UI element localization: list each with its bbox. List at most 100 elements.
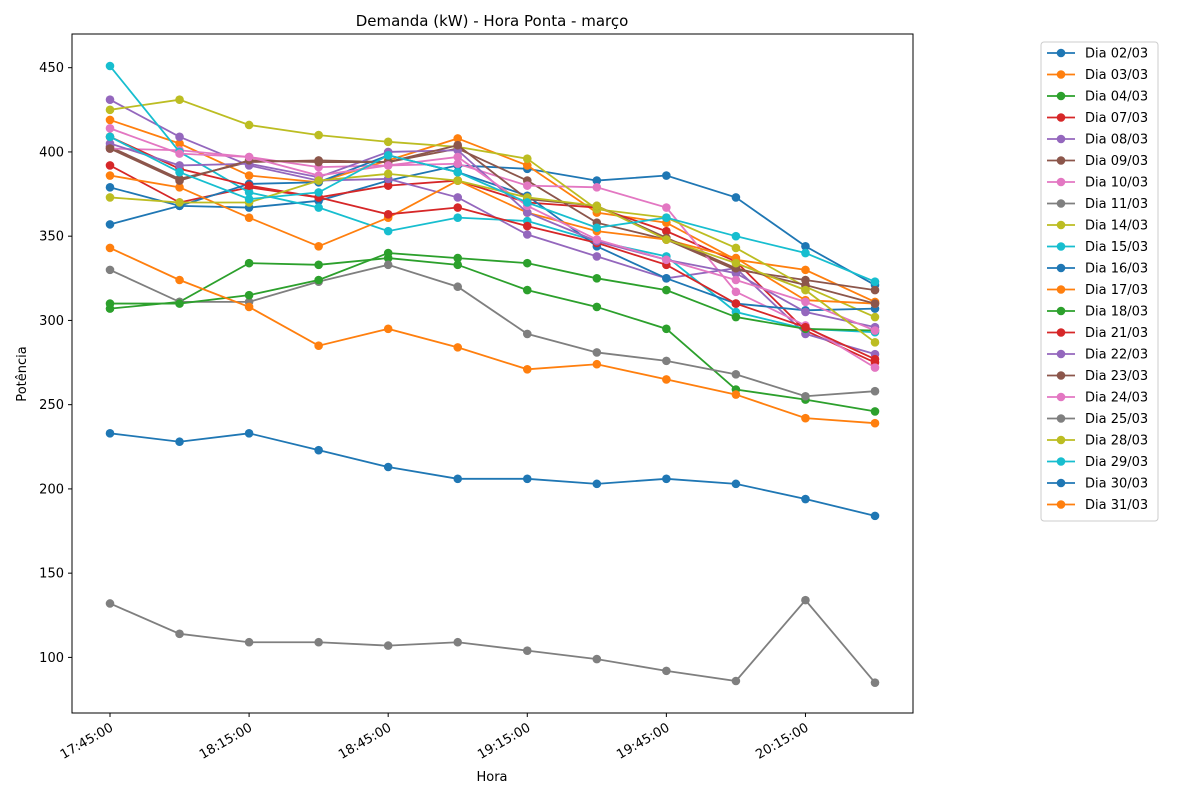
data-point	[453, 637, 463, 647]
data-point	[105, 171, 115, 180]
legend-label: Dia 28/03	[1085, 434, 1148, 449]
legend-swatch-marker	[1056, 199, 1066, 208]
legend-swatch-marker	[1056, 134, 1066, 144]
data-point	[453, 176, 463, 185]
data-point	[522, 181, 532, 190]
data-point	[105, 265, 115, 275]
x-axis-ticks: 17:45:00 18:15:00 18:45:00 19:15:00 19:45:00…	[58, 713, 811, 763]
data-point	[175, 95, 184, 105]
data-point	[453, 203, 463, 212]
data-point	[522, 230, 532, 239]
data-point	[522, 221, 532, 231]
data-point	[453, 152, 463, 162]
legend-label: Dia 15/03	[1085, 240, 1148, 255]
data-point	[522, 646, 532, 655]
data-point	[731, 258, 741, 268]
data-point	[801, 494, 810, 504]
series-line	[109, 154, 876, 312]
data-point	[383, 462, 393, 472]
data-point	[662, 171, 671, 180]
data-point	[662, 274, 671, 283]
series-line	[109, 65, 876, 334]
data-point	[244, 120, 254, 130]
data-point	[731, 370, 741, 379]
series-line	[109, 164, 876, 286]
legend-label: Dia 03/03	[1085, 68, 1148, 83]
data-point	[453, 474, 463, 484]
data-point	[105, 95, 115, 105]
y-tick-label: 300	[39, 314, 64, 329]
data-point	[522, 161, 532, 170]
legend-swatch-marker	[1056, 371, 1066, 380]
data-point	[522, 258, 532, 268]
data-point	[731, 287, 741, 297]
data-point	[731, 193, 741, 202]
data-point	[592, 348, 602, 357]
data-point	[662, 375, 671, 384]
x-tick-label: 20:15:00	[753, 720, 811, 762]
data-point	[105, 132, 115, 142]
y-axis-title: Potência	[15, 346, 30, 401]
data-point	[383, 209, 393, 219]
data-point	[662, 226, 671, 236]
legend-item: Dia 31/03	[1047, 498, 1148, 513]
data-point	[453, 282, 463, 292]
data-point	[870, 363, 880, 372]
data-point	[522, 154, 532, 163]
data-point	[383, 324, 393, 334]
data-point	[522, 198, 532, 207]
series-22	[105, 243, 880, 428]
legend-label: Dia 08/03	[1085, 133, 1148, 148]
series-18	[105, 595, 880, 687]
data-point	[105, 61, 115, 71]
legend-swatch-marker	[1056, 392, 1066, 402]
data-point	[314, 341, 323, 350]
data-point	[175, 149, 184, 158]
data-point	[731, 312, 741, 322]
data-point	[731, 275, 741, 285]
series-line	[109, 247, 876, 425]
legend-swatch-marker	[1056, 113, 1066, 122]
data-point	[801, 391, 810, 401]
data-point	[662, 356, 671, 366]
data-point	[592, 235, 602, 244]
legend-swatch-marker	[1056, 285, 1066, 294]
data-point	[870, 312, 880, 322]
data-point	[662, 203, 671, 212]
x-tick-label: 18:45:00	[336, 720, 394, 762]
data-point	[383, 181, 393, 190]
data-point	[870, 418, 880, 428]
legend-label: Dia 18/03	[1085, 305, 1148, 320]
x-axis-title: Hora	[476, 770, 507, 785]
legend-swatch-marker	[1056, 91, 1066, 101]
data-point	[522, 208, 532, 217]
legend-label: Dia 16/03	[1085, 262, 1148, 277]
legend-item: Dia 18/03	[1047, 305, 1148, 320]
series-line	[109, 127, 876, 332]
series-line	[110, 252, 876, 332]
data-point	[175, 183, 184, 192]
data-point	[105, 193, 115, 202]
data-point	[453, 213, 463, 222]
data-point	[453, 260, 463, 270]
data-point	[453, 343, 463, 352]
legend-swatch-marker	[1056, 242, 1066, 251]
data-point	[105, 299, 115, 308]
legend-item: Dia 30/03	[1047, 477, 1148, 492]
data-point	[314, 637, 323, 647]
legend-item: Dia 29/03	[1047, 455, 1148, 470]
data-point	[175, 176, 184, 185]
legend-item: Dia 04/03	[1047, 90, 1148, 105]
data-point	[870, 678, 880, 687]
data-point	[453, 159, 463, 169]
series-21	[105, 429, 880, 521]
y-tick-label: 100	[39, 651, 64, 666]
series-line	[109, 598, 876, 684]
data-point	[244, 258, 254, 268]
data-point	[870, 407, 880, 416]
legend-item: Dia 25/03	[1047, 412, 1148, 427]
data-point	[870, 338, 880, 347]
data-point	[592, 359, 602, 369]
data-point	[870, 277, 880, 286]
